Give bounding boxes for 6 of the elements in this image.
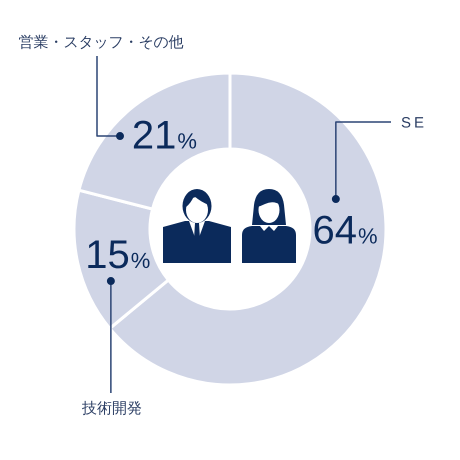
slice-label: SE: [401, 114, 428, 132]
data-label: 21%: [132, 114, 197, 158]
slice-label: 技術開発: [80, 400, 142, 417]
data-label: 64%: [312, 208, 378, 252]
data-label: 15%: [85, 233, 150, 278]
slice-label: 営業・スタッフ・その他: [18, 34, 184, 51]
